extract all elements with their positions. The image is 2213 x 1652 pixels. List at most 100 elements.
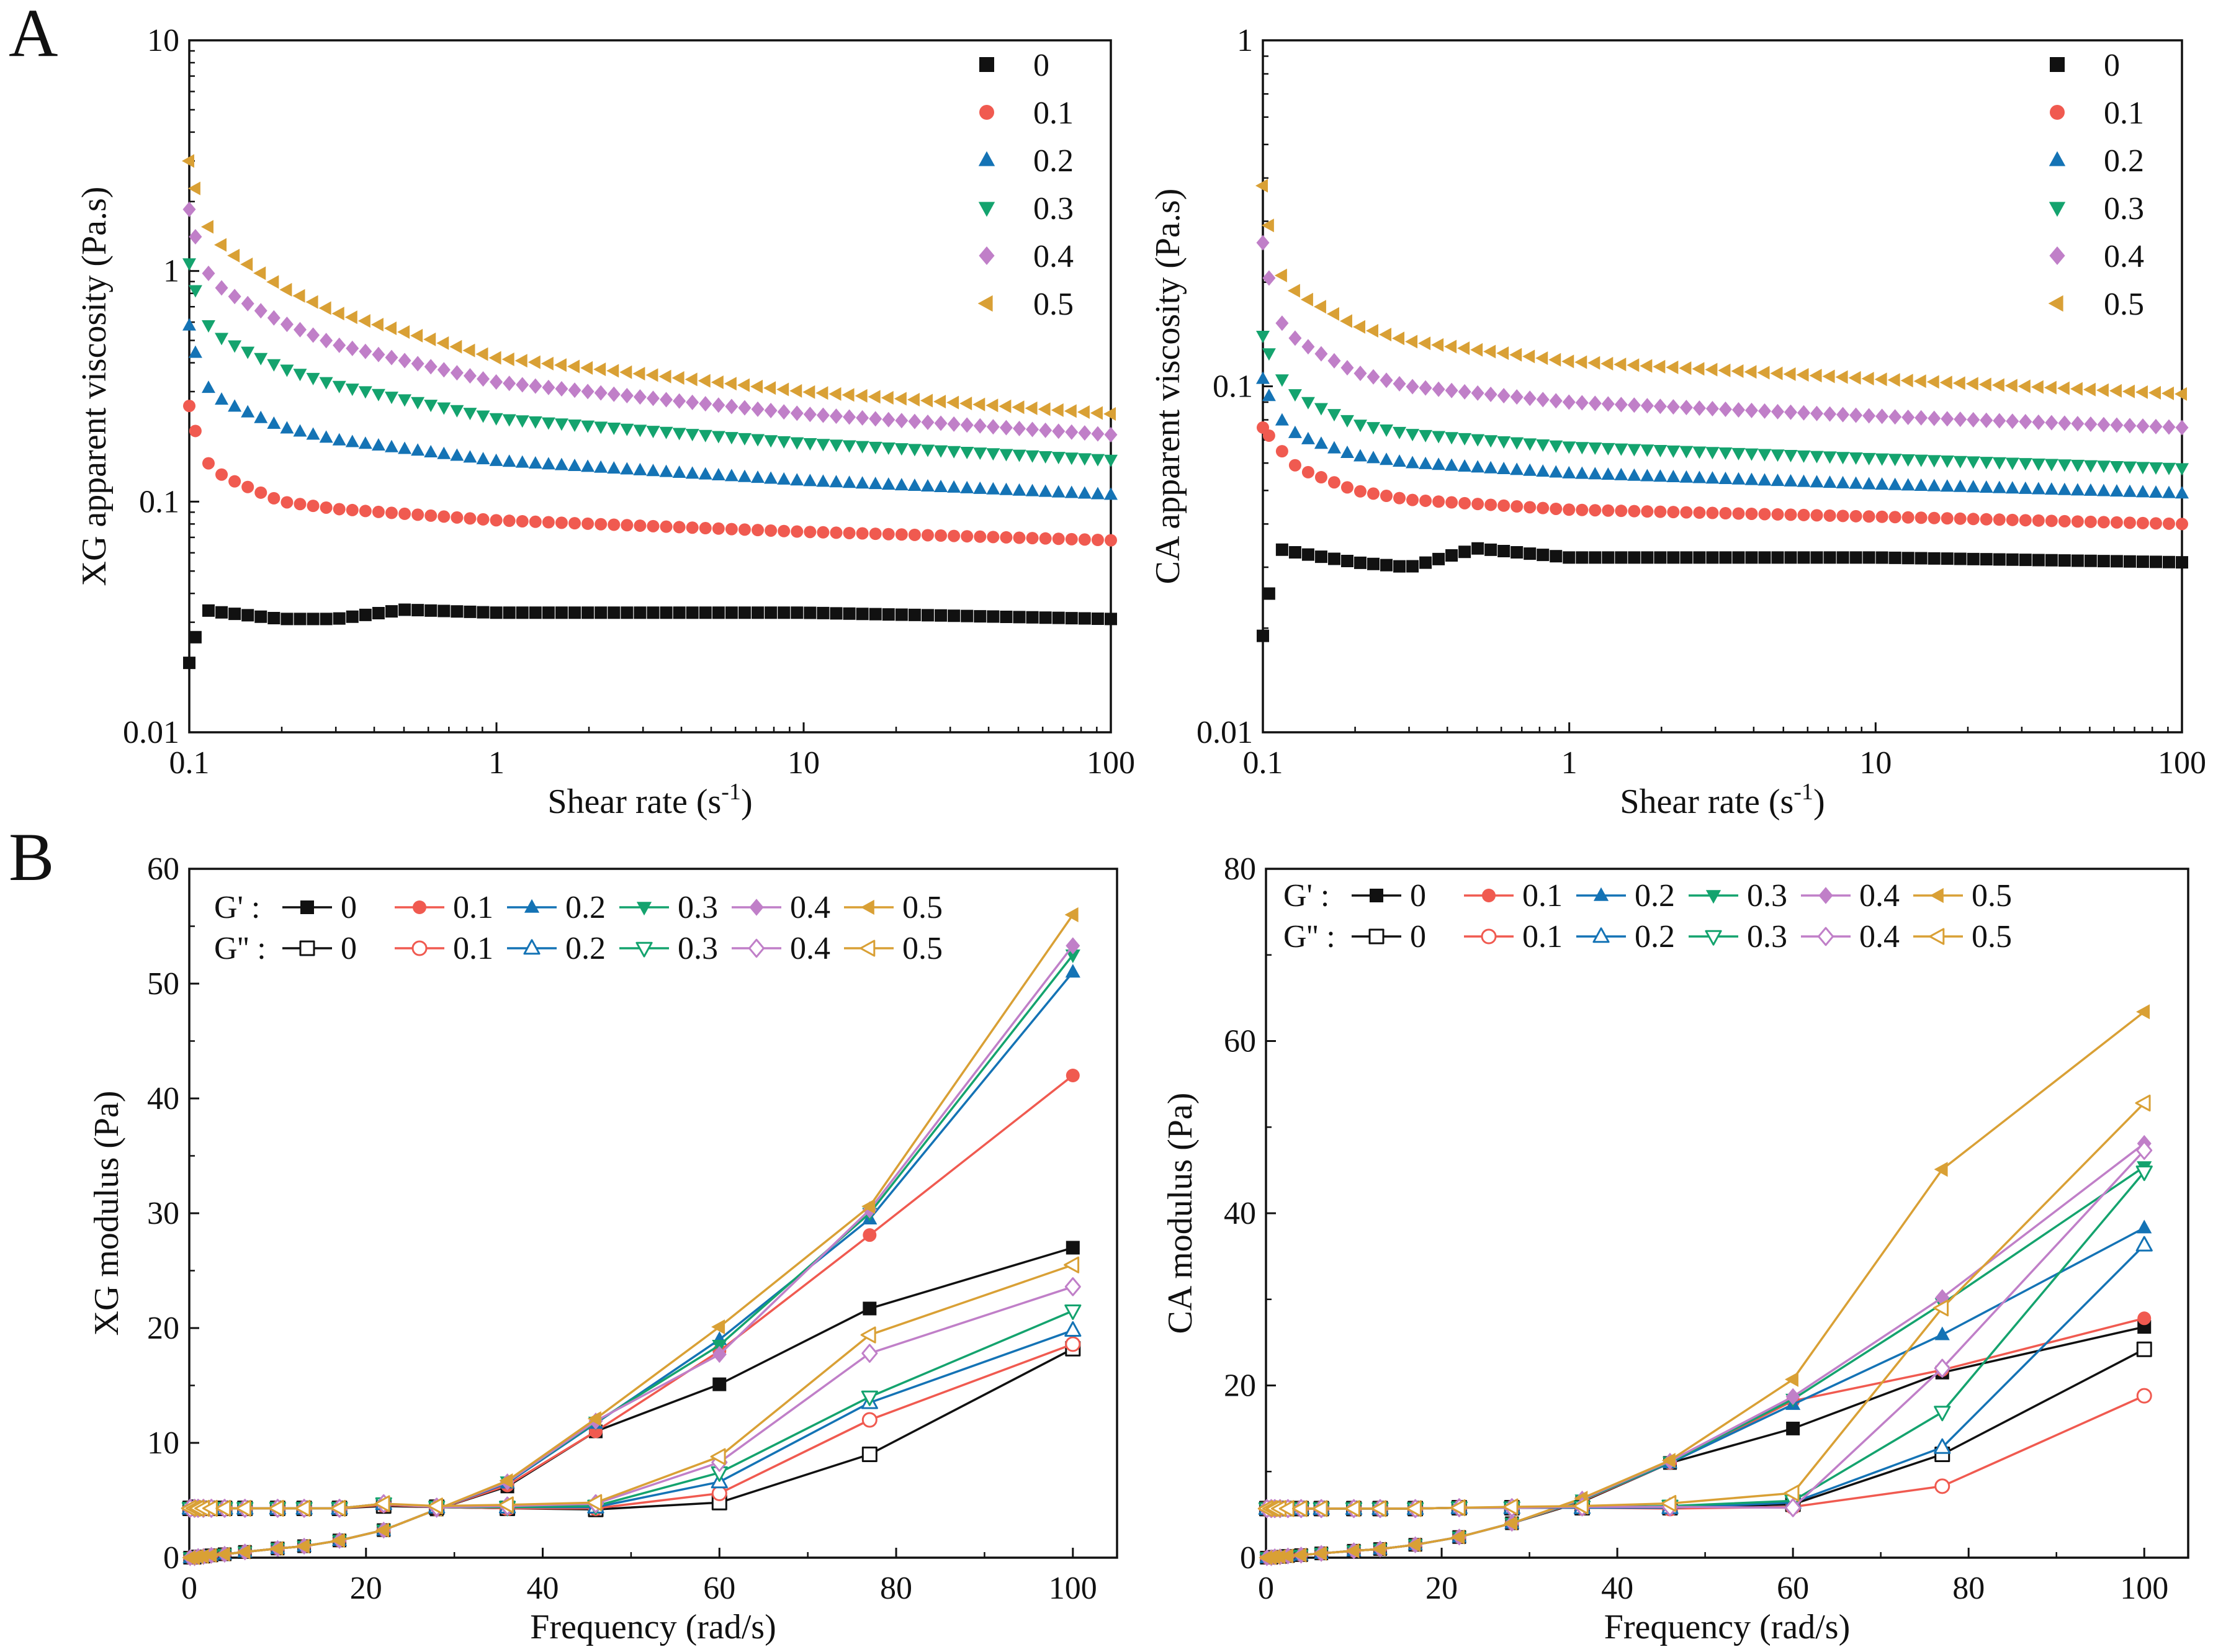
data-point	[1614, 467, 1628, 480]
data-point	[1562, 465, 1576, 478]
data-point	[202, 457, 215, 470]
data-point	[516, 377, 529, 393]
data-point	[358, 436, 372, 449]
data-point	[2162, 517, 2175, 530]
data-point	[842, 440, 856, 453]
data-point	[1405, 334, 1418, 349]
data-point	[1875, 408, 1889, 424]
panel-label-a: A	[9, 0, 58, 71]
data-point	[554, 418, 568, 431]
data-point	[437, 402, 451, 415]
data-point	[803, 474, 817, 487]
data-point	[2019, 414, 2032, 430]
y-tick-label: 20	[1224, 1368, 1256, 1404]
data-point	[554, 457, 568, 470]
legend-label-0-1: 0.1	[2104, 96, 2144, 131]
series-0-5	[1255, 179, 2187, 401]
data-point	[398, 603, 411, 616]
data-point	[1497, 499, 1510, 512]
legend-label: 0.5	[902, 931, 943, 966]
data-point	[594, 385, 608, 401]
data-point	[960, 417, 974, 433]
data-point	[2175, 387, 2187, 401]
legend: 0 0.1 0.2 0.3 0.4 0.5	[2048, 48, 2144, 322]
data-point	[698, 429, 712, 442]
data-point	[633, 389, 647, 405]
data-point	[1719, 507, 1732, 520]
data-point	[201, 320, 215, 333]
data-point	[214, 238, 227, 252]
data-point	[1065, 964, 1080, 978]
data-point	[1497, 388, 1510, 404]
data-point	[1458, 433, 1472, 446]
data-point	[1784, 450, 1798, 463]
data-point	[947, 446, 961, 459]
y-tick-label: 1	[163, 254, 179, 289]
data-point	[1952, 376, 1965, 390]
series-0-2	[182, 318, 1118, 500]
data-point	[1548, 352, 1561, 367]
data-point	[2084, 515, 2097, 528]
data-point	[842, 475, 856, 488]
data-point	[499, 1473, 513, 1489]
data-point	[1900, 374, 1913, 388]
data-point	[1954, 411, 1967, 428]
data-point	[1797, 551, 1810, 564]
data-point	[673, 521, 686, 534]
y-tick-label: 30	[147, 1196, 179, 1231]
data-point	[1934, 1478, 1950, 1494]
data-point	[411, 604, 424, 617]
data-point	[1954, 512, 1967, 525]
data-point	[1393, 375, 1406, 392]
data-point	[228, 475, 241, 488]
data-point	[1432, 552, 1445, 565]
data-point	[1967, 513, 1980, 526]
data-point	[1991, 378, 2004, 392]
data-point	[894, 478, 909, 491]
data-point	[189, 631, 202, 644]
data-point	[921, 415, 935, 431]
data-point	[295, 1538, 310, 1554]
data-point	[673, 393, 686, 409]
data-point	[1574, 355, 1587, 369]
data-point	[424, 359, 438, 375]
legend-marker-0	[979, 57, 994, 72]
data-point	[1627, 444, 1641, 457]
data-point	[765, 606, 778, 619]
data-point	[1602, 551, 1615, 564]
data-point	[1888, 454, 1902, 467]
data-point	[320, 333, 333, 349]
data-point	[293, 369, 307, 382]
data-point	[503, 375, 516, 392]
data-point	[1301, 548, 1314, 561]
data-point	[320, 613, 333, 626]
data-point	[594, 460, 608, 473]
legend-label-0-5: 0.5	[1033, 287, 1074, 322]
data-point	[921, 609, 934, 622]
legend-label-0-4: 0.4	[2104, 239, 2144, 274]
data-point	[1066, 1069, 1080, 1082]
data-point	[581, 517, 595, 530]
data-point	[1484, 387, 1497, 403]
data-point	[568, 419, 582, 432]
data-point	[1601, 396, 1615, 412]
data-point	[987, 531, 1000, 544]
data-point	[607, 423, 621, 436]
data-point	[724, 377, 737, 391]
data-point	[699, 522, 712, 535]
data-point	[863, 1301, 877, 1316]
data-point	[346, 340, 359, 356]
data-point	[476, 452, 490, 465]
data-point	[1509, 348, 1522, 362]
data-point	[254, 486, 267, 499]
data-point	[1757, 366, 1770, 380]
data-point	[267, 416, 281, 429]
data-point	[423, 332, 436, 346]
data-point	[1470, 343, 1483, 357]
data-point	[2058, 415, 2072, 431]
data-point	[1887, 373, 1900, 387]
data-point	[777, 472, 791, 485]
data-point	[1784, 474, 1798, 487]
data-point	[1064, 404, 1077, 418]
data-point	[1432, 457, 1446, 470]
